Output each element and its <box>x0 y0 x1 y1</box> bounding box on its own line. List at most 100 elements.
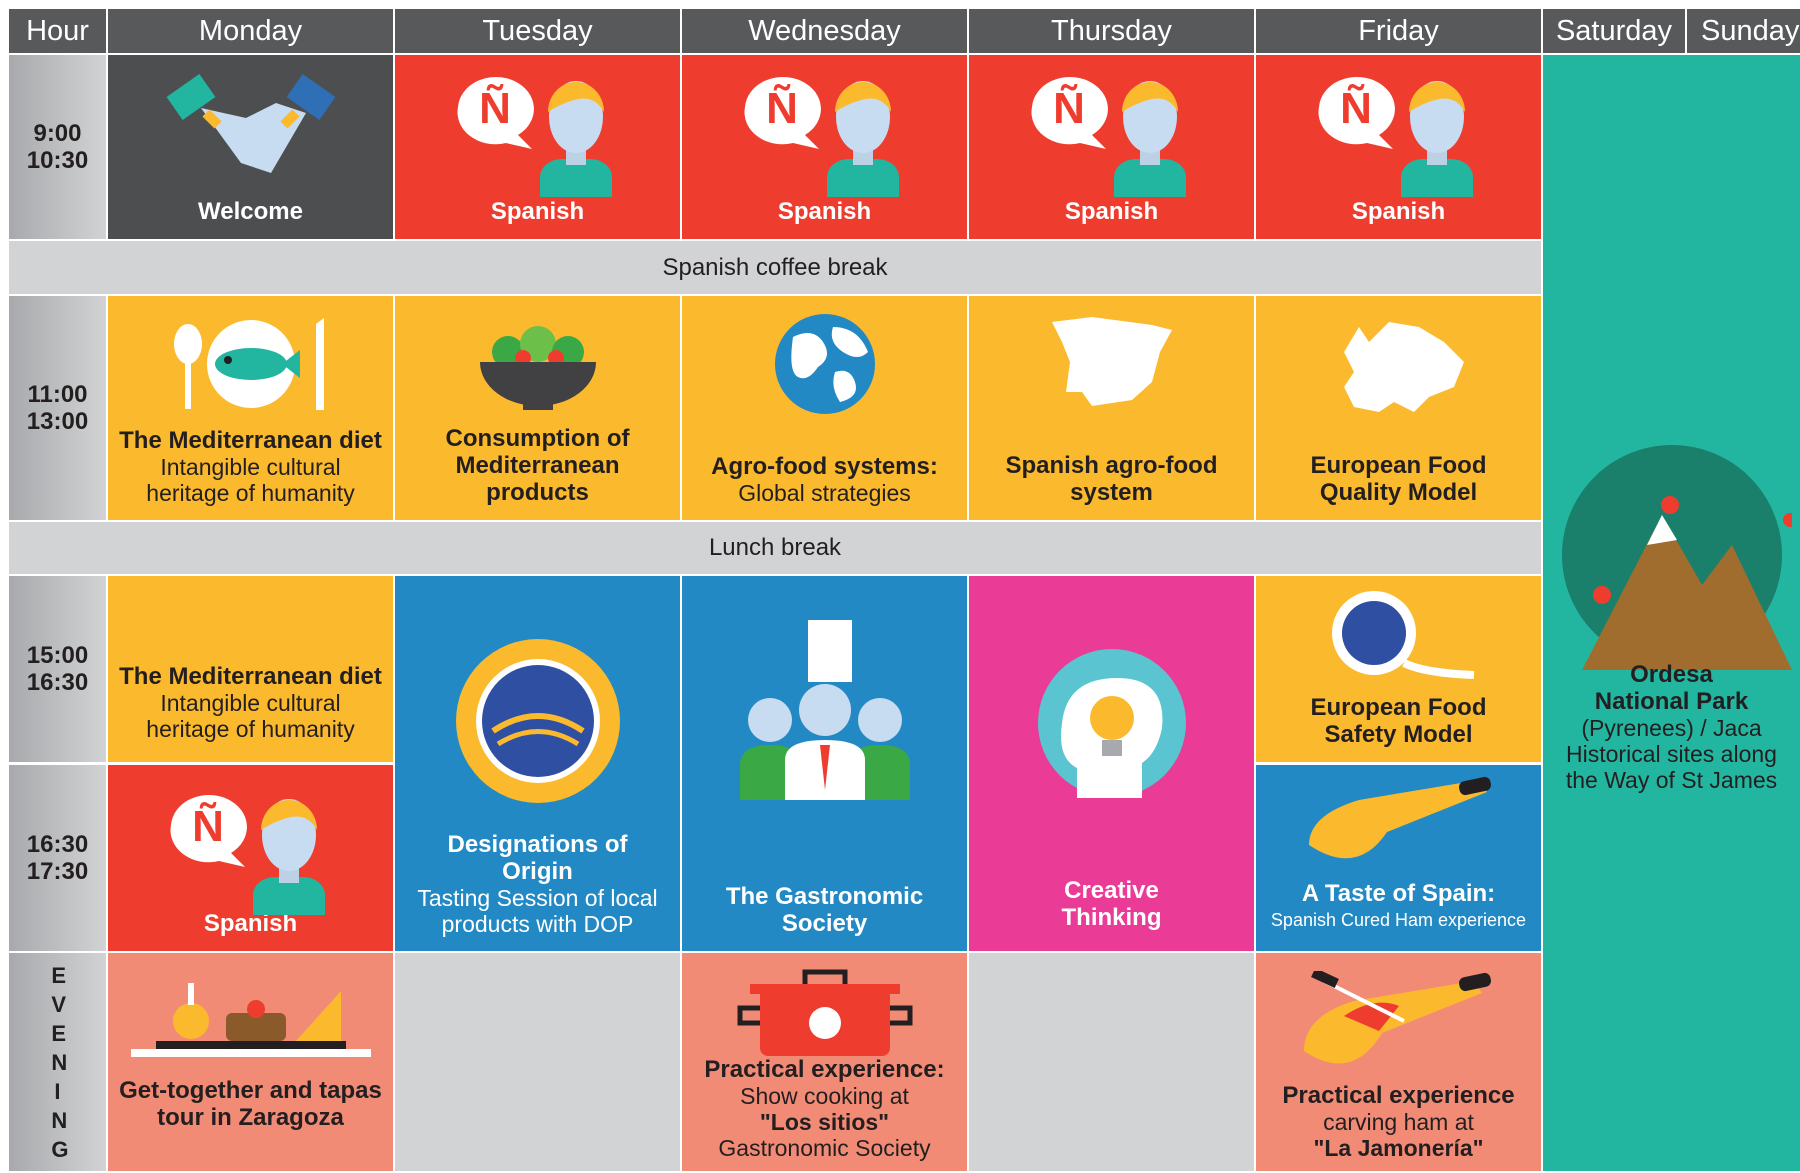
session-detail: carving ham at <box>1323 1109 1474 1135</box>
spanish-icon <box>161 785 341 915</box>
session-cell: Creative Thinking <box>969 576 1254 951</box>
header-day: Wednesday <box>748 14 901 47</box>
session-subtitle: Intangible cultural heritage of humanity <box>146 690 355 742</box>
session-cell: European Food Quality Model <box>1256 296 1541 520</box>
session-cell: Welcome <box>108 55 393 239</box>
session-title: Ordesa National Park <box>1594 661 1749 715</box>
session-title: Designations of Origin <box>447 831 628 885</box>
session-cell: Spanish <box>395 55 680 239</box>
spain-map-icon <box>1051 317 1172 406</box>
idea-icon <box>1037 649 1186 798</box>
empty-cell <box>395 953 680 1171</box>
hour-start: 9:00 <box>33 120 82 147</box>
session-detail: Show cooking at <box>740 1083 909 1109</box>
empty-cell <box>969 953 1254 1171</box>
hour-cell: 9:00 10:30 <box>9 55 106 239</box>
globe-icon <box>774 314 875 414</box>
session-title: Spanish <box>777 198 872 225</box>
session-title: Creative Thinking <box>1061 877 1162 931</box>
session-title: The Mediterranean diet <box>119 427 382 454</box>
header-day: Sunday <box>1701 14 1800 47</box>
header-cell: Saturday <box>1543 9 1685 53</box>
spanish-icon <box>1309 67 1489 197</box>
hour-cell: 15:00 16:30 <box>9 576 106 762</box>
ham-icon <box>1308 776 1491 859</box>
salad-icon <box>479 326 596 410</box>
session-detail: "La Jamonería" <box>1313 1135 1484 1161</box>
session-title: Practical experience <box>1282 1082 1515 1109</box>
plate-icon <box>173 318 324 410</box>
session-cell: The Gastronomic Society <box>682 576 967 951</box>
session-detail: "Los sitios" <box>759 1109 890 1135</box>
hour-start: 11:00 <box>27 381 88 408</box>
hour-end: 10:30 <box>26 147 89 174</box>
session-subtitle: Intangible cultural heritage of humanity <box>146 454 355 506</box>
session-title: The Gastronomic Society <box>725 883 924 937</box>
break-label: Spanish coffee break <box>662 253 888 281</box>
header-cell: Thursday <box>969 9 1254 53</box>
session-title: European Food Safety Model <box>1310 694 1487 748</box>
session-title: Agro-food systems: <box>711 453 938 480</box>
hour-cell: 11:00 13:00 <box>9 296 106 520</box>
header-day: Saturday <box>1555 14 1673 47</box>
europe-map-icon <box>1343 322 1464 412</box>
session-title: Welcome <box>198 198 303 225</box>
pot-icon <box>737 969 912 1056</box>
handshake-icon <box>166 74 335 173</box>
ham-carving-icon <box>1303 971 1491 1064</box>
header-cell: Sunday <box>1687 9 1800 53</box>
evening-label: EVENING <box>51 962 69 1162</box>
session-cell: A Taste of Spain: Spanish Cured Ham exper… <box>1256 765 1541 951</box>
hour-end: 16:30 <box>26 669 89 696</box>
mountain-icon <box>1561 445 1792 670</box>
header-cell: Friday <box>1256 9 1541 53</box>
session-subtitle: (Pyrenees) / Jaca Historical sites along… <box>1565 715 1778 793</box>
break-label: Lunch break <box>708 534 842 561</box>
session-cell: Spanish agro-food system <box>969 296 1254 520</box>
header-cell: Monday <box>108 9 393 53</box>
hour-start: 16:30 <box>26 831 89 858</box>
session-cell: Ordesa National Park (Pyrenees) / Jaca Hi… <box>1543 55 1800 1171</box>
header-cell: Hour <box>9 9 106 53</box>
header-hour: Hour <box>26 14 89 47</box>
hour-cell: 16:30 17:30 <box>9 765 106 951</box>
session-title: Consumption of Mediterranean products <box>445 425 630 506</box>
session-subtitle: Spanish Cured Ham experience <box>1270 910 1527 930</box>
spanish-icon <box>448 67 628 197</box>
hour-cell: EVENING <box>9 953 106 1171</box>
session-title: Practical experience: <box>704 1056 945 1083</box>
header-day: Tuesday <box>482 14 593 47</box>
session-subtitle: Global strategies <box>738 480 911 506</box>
header-day: Monday <box>198 14 303 47</box>
tapas-icon <box>130 983 371 1057</box>
magnifier-icon <box>1331 591 1474 679</box>
session-cell: Practical experience carving ham at "La Ja… <box>1256 953 1541 1171</box>
header-day: Friday <box>1358 14 1439 47</box>
break-row: Lunch break <box>9 522 1541 574</box>
session-cell: The Mediterranean diet Intangible cultura… <box>108 296 393 520</box>
session-cell: Spanish <box>682 55 967 239</box>
break-row: Spanish coffee break <box>9 241 1541 294</box>
hour-start: 15:00 <box>26 642 89 669</box>
session-title: European Food Quality Model <box>1310 452 1487 506</box>
spanish-icon <box>735 67 915 197</box>
session-title: A Taste of Spain: <box>1301 880 1496 907</box>
session-cell: European Food Safety Model <box>1256 576 1541 762</box>
session-title: Spanish <box>490 198 585 225</box>
session-cell: Designations of Origin Tasting Session of… <box>395 576 680 951</box>
session-cell: Spanish <box>108 765 393 951</box>
header-cell: Wednesday <box>682 9 967 53</box>
session-cell: Consumption of Mediterranean products <box>395 296 680 520</box>
session-title: Spanish <box>1351 198 1446 225</box>
dop-seal-icon <box>455 639 620 803</box>
header-cell: Tuesday <box>395 9 680 53</box>
session-title: Spanish agro-food system <box>1005 452 1218 506</box>
chef-icon <box>739 620 910 800</box>
spanish-icon <box>1022 67 1202 197</box>
hour-end: 13:00 <box>26 408 89 435</box>
session-title: Spanish <box>1064 198 1159 225</box>
session-cell: Practical experience: Show cooking at "Los… <box>682 953 967 1171</box>
session-cell: Spanish <box>1256 55 1541 239</box>
